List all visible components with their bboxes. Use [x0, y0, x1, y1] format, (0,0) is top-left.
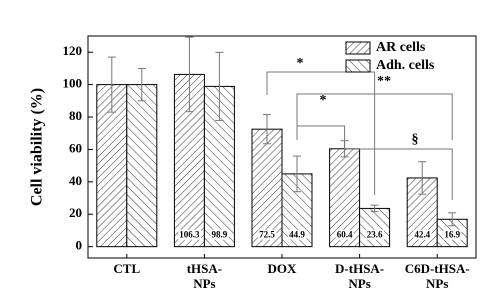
value-label: 44.9 — [289, 230, 305, 240]
legend-label: AR cells — [376, 40, 426, 55]
significance-label: § — [412, 132, 419, 147]
error-bar — [215, 51, 224, 121]
value-label-bg — [178, 229, 202, 240]
bar — [126, 84, 158, 248]
y-tick-label: 80 — [69, 108, 82, 123]
value-label-bg — [210, 229, 229, 240]
value-label-bg — [443, 229, 462, 240]
error-bar — [137, 67, 146, 102]
x-tick-label: C6D-tHSA-NPs — [405, 261, 470, 291]
y-tick-label: 40 — [69, 173, 82, 188]
legend-swatch — [345, 41, 371, 55]
y-tick-label: 0 — [76, 238, 83, 253]
error-bar — [263, 114, 271, 145]
value-label: 106.3 — [179, 230, 200, 240]
significance-bracket — [296, 125, 346, 140]
x-tick-line: C6D-tHSA- — [405, 261, 470, 276]
x-tick-line: NPs — [193, 276, 215, 291]
value-label-bg — [413, 229, 432, 240]
x-tick-line: NPs — [426, 276, 448, 291]
x-tick-label: CTL — [113, 261, 140, 276]
error-bar — [107, 56, 116, 113]
x-tick-line: tHSA- — [187, 261, 222, 276]
value-label-bg — [365, 229, 384, 240]
significance-bracket — [266, 71, 376, 195]
value-label: 72.5 — [259, 230, 275, 240]
significance-bracket — [344, 140, 453, 200]
error-bar — [418, 161, 427, 195]
value-label-bg — [288, 229, 307, 240]
significance-label: * — [297, 56, 304, 71]
error-bar — [448, 212, 457, 227]
x-tick-label: DOX — [268, 261, 298, 276]
significance-label: * — [320, 93, 327, 108]
value-label: 60.4 — [337, 230, 353, 240]
y-tick-label: 120 — [63, 43, 83, 58]
plot-frame — [87, 35, 477, 259]
error-bar — [293, 155, 301, 193]
significance-label: ** — [377, 74, 391, 89]
value-label-bg — [258, 229, 277, 240]
x-tick-line: D-tHSA- — [335, 261, 384, 276]
bar — [359, 207, 391, 248]
significance-bracket — [296, 93, 453, 140]
y-tick-label: 20 — [69, 205, 82, 220]
legend-label: Adh. cells — [376, 58, 435, 73]
x-tick-line: NPs — [348, 276, 370, 291]
x-tick-label: D-tHSA-NPs — [335, 261, 384, 291]
legend-swatch — [345, 59, 371, 73]
error-bar — [370, 204, 379, 213]
y-tick-label: 60 — [69, 140, 82, 155]
value-label-bg — [335, 229, 354, 240]
x-tick-label: tHSA-NPs — [187, 261, 222, 291]
value-label: 23.6 — [367, 230, 383, 240]
value-label: 98.9 — [212, 230, 228, 240]
bar — [251, 128, 283, 248]
error-bar — [185, 36, 194, 113]
value-label: 16.9 — [444, 230, 460, 240]
value-label: 42.4 — [414, 230, 430, 240]
y-tick-label: 100 — [63, 76, 83, 91]
y-axis-label: Cell viability (%) — [29, 88, 46, 206]
